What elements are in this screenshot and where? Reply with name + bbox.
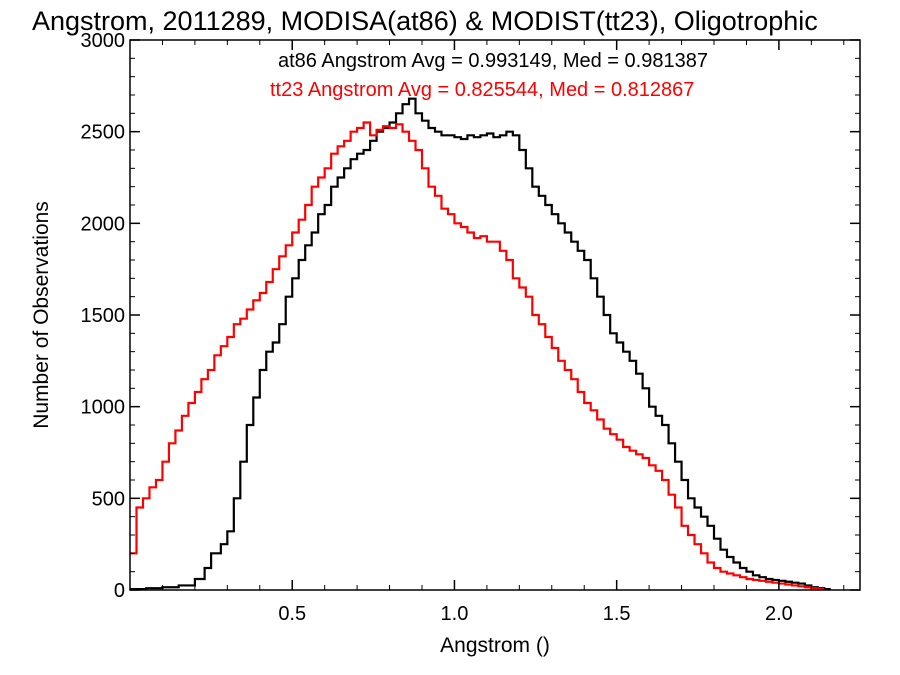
x-tick-label: 1.0 [441,603,469,625]
histogram-series-0 [130,97,831,590]
avg-med-annotation-tt23: tt23 Angstrom Avg = 0.825544, Med = 0.81… [270,79,694,101]
y-tick-label: 500 [92,488,125,510]
series-layer [130,97,831,590]
plot-area: 0.5 1.0 1.5 2.0 0 500 1000 1500 2000 2500 3000 [81,30,861,625]
y-tick-label: 3000 [81,30,126,52]
y-axis-label: Number of Observations [30,201,53,429]
x-axis-label: Angstrom () [440,634,550,657]
histogram-series-1 [130,121,825,590]
x-tick-label: 0.5 [278,603,306,625]
x-tick-label: 1.5 [603,603,631,625]
y-tick-label: 2500 [81,122,126,144]
y-tick-label: 1500 [81,305,126,327]
y-tick-label: 1000 [81,397,126,419]
y-tick-label: 0 [114,580,125,602]
x-tick-label: 2.0 [765,603,793,625]
chart-title: Angstrom, 2011289, MODISA(at86) & MODIST… [32,6,818,36]
plot-frame [129,39,861,591]
avg-med-annotation-at86: at86 Angstrom Avg = 0.993149, Med = 0.98… [278,50,708,72]
y-tick-label: 2000 [81,213,126,235]
ticks-layer: 0.5 1.0 1.5 2.0 0 500 1000 1500 2000 2500 3000 [81,30,860,625]
